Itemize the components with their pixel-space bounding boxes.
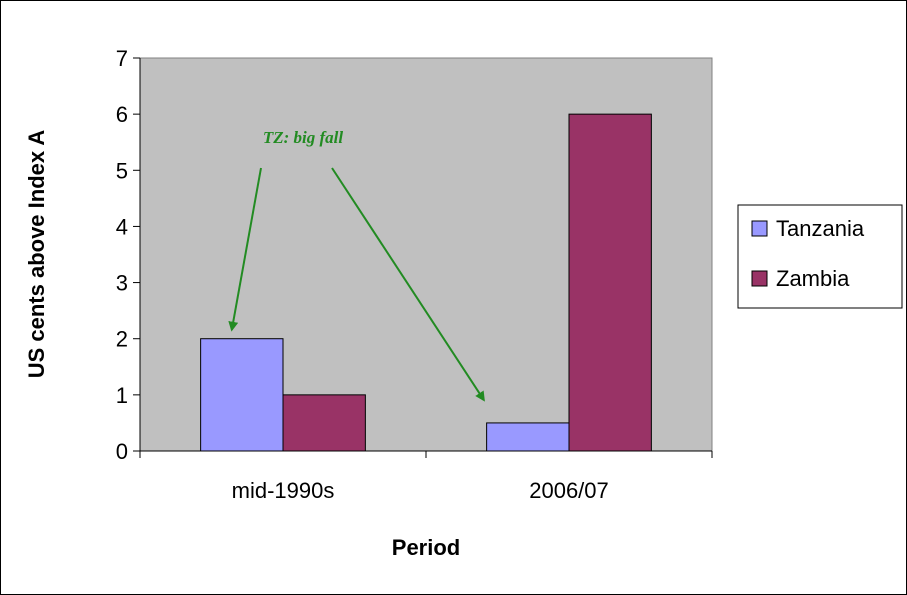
x-tick-label: mid-1990s (232, 478, 335, 503)
bar-tanzania-1 (486, 422, 570, 452)
annotation: TZ: big fall (228, 128, 485, 402)
y-axis: 0 1 2 3 4 5 6 7 (116, 46, 141, 464)
y-tick-label: 2 (116, 327, 128, 352)
bar-zambia-1 (568, 113, 652, 452)
legend-swatch-zambia (751, 270, 768, 287)
y-tick-label: 1 (116, 383, 128, 408)
y-axis-title: US cents above Index A (24, 130, 49, 379)
legend: Tanzania Zambia (737, 204, 903, 309)
y-tick-label: 4 (116, 214, 128, 239)
y-tick-label: 3 (116, 271, 128, 296)
bar-zambia-0 (282, 394, 366, 452)
x-axis-title: Period (392, 535, 460, 560)
x-axis: mid-1990s 2006/07 (139, 450, 713, 503)
y-tick-label: 6 (116, 102, 128, 127)
y-tick-label: 0 (116, 439, 128, 464)
annotation-arrow (331, 167, 485, 402)
legend-label-tanzania: Tanzania (776, 216, 865, 241)
legend-label-zambia: Zambia (776, 266, 850, 291)
bar-tanzania-0 (200, 338, 284, 452)
y-tick-label: 7 (116, 46, 128, 71)
bars (200, 113, 652, 452)
annotation-text: TZ: big fall (263, 128, 344, 147)
annotation-arrow (228, 167, 262, 332)
x-tick-label: 2006/07 (529, 478, 609, 503)
y-tick-label: 5 (116, 158, 128, 183)
legend-swatch-tanzania (751, 220, 768, 237)
